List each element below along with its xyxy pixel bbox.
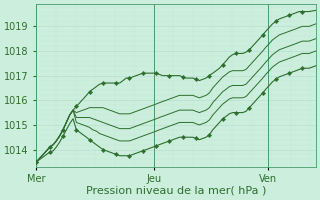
X-axis label: Pression niveau de la mer( hPa ): Pression niveau de la mer( hPa ) (86, 186, 266, 196)
